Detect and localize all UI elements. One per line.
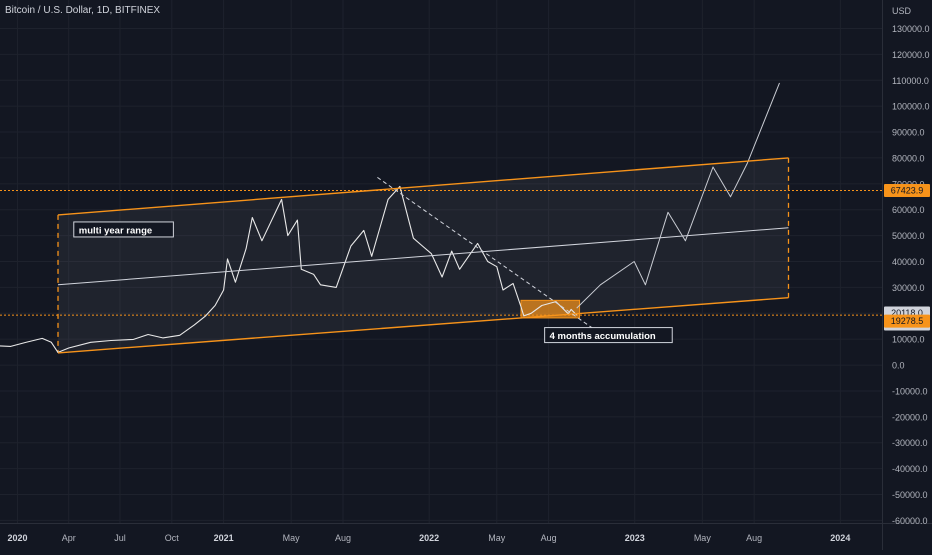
x-tick-label: Aug: [746, 533, 762, 543]
channel-bottom-line[interactable]: [57, 297, 789, 354]
x-tick-label: Oct: [165, 533, 180, 543]
badge-text: 67423.9: [891, 185, 924, 195]
y-tick-label: -50000.0: [892, 490, 928, 500]
badge-bg: [884, 183, 930, 197]
price-series-line[interactable]: [0, 185, 578, 353]
annotation-accumulation[interactable]: 4 months accumulation: [544, 327, 673, 344]
annotation-text: multi year range: [79, 225, 152, 236]
x-tick-label: Aug: [541, 533, 557, 543]
x-tick-label: Aug: [335, 533, 351, 543]
badge-bg: [884, 314, 930, 328]
y-tick-label: -40000.0: [892, 464, 928, 474]
x-tick-label: May: [283, 533, 301, 543]
descending-trendline[interactable]: [377, 176, 609, 340]
x-tick-label: 2023: [625, 533, 645, 543]
level-badge-lower: 19278.5: [884, 314, 930, 328]
time-axis[interactable]: 2020 Apr Jul Oct 2021 May Aug 2022 May Aug 2023 May…: [7, 533, 850, 543]
y-tick-label: 100000.0: [892, 102, 930, 112]
y-tick-label: -30000.0: [892, 438, 928, 448]
badge-text: 20118.0: [891, 308, 923, 318]
plot-area[interactable]: multi year range 4 months accumulation: [0, 82, 882, 354]
y-tick-label: 60000.0: [892, 205, 925, 215]
currency-label: USD: [892, 6, 912, 16]
channel-top-line[interactable]: [57, 157, 789, 216]
x-tick-label: Jul: [114, 533, 126, 543]
x-tick-label: 2022: [419, 533, 439, 543]
y-tick-label: 120000.0: [892, 50, 930, 60]
channel-fill: [58, 157, 789, 353]
accumulation-box[interactable]: [520, 299, 581, 319]
x-tick-label: 2020: [7, 533, 27, 543]
x-tick-label: May: [488, 533, 506, 543]
price-axis[interactable]: 130000.0 120000.0 110000.0 100000.0 90000.0 8…: [892, 24, 930, 526]
annotation-box: [544, 327, 673, 344]
y-tick-label: 30000.0: [892, 283, 925, 293]
y-tick-label: 90000.0: [892, 128, 925, 138]
x-tick-label: Apr: [62, 533, 76, 543]
level-badge-upper: 67423.9: [884, 183, 930, 197]
y-tick-label: 40000.0: [892, 257, 925, 267]
y-tick-label: 0.0: [892, 361, 905, 371]
annotation-box: [73, 221, 174, 238]
annotation-multi-year-range[interactable]: multi year range: [73, 221, 174, 238]
badge-text: 19278.5: [891, 316, 924, 326]
y-tick-label: -20000.0: [892, 412, 928, 422]
x-tick-label: May: [694, 533, 712, 543]
y-tick-label: 50000.0: [892, 231, 925, 241]
projection-path-line[interactable]: [576, 82, 780, 309]
y-tick-label: 80000.0: [892, 153, 925, 163]
annotation-text: 4 months accumulation: [550, 331, 656, 342]
y-tick-label: 130000.0: [892, 24, 930, 34]
y-tick-label: -60000.0: [892, 516, 928, 526]
channel-mid-line[interactable]: [57, 227, 789, 286]
y-tick-label: -10000.0: [892, 386, 928, 396]
x-tick-label: 2024: [830, 533, 850, 543]
symbol-title: Bitcoin / U.S. Dollar, 1D, BITFINEX: [5, 5, 160, 16]
x-tick-label: 2021: [214, 533, 234, 543]
y-tick-label: 10000.0: [892, 335, 925, 345]
y-tick-label: 110000.0: [892, 76, 929, 86]
